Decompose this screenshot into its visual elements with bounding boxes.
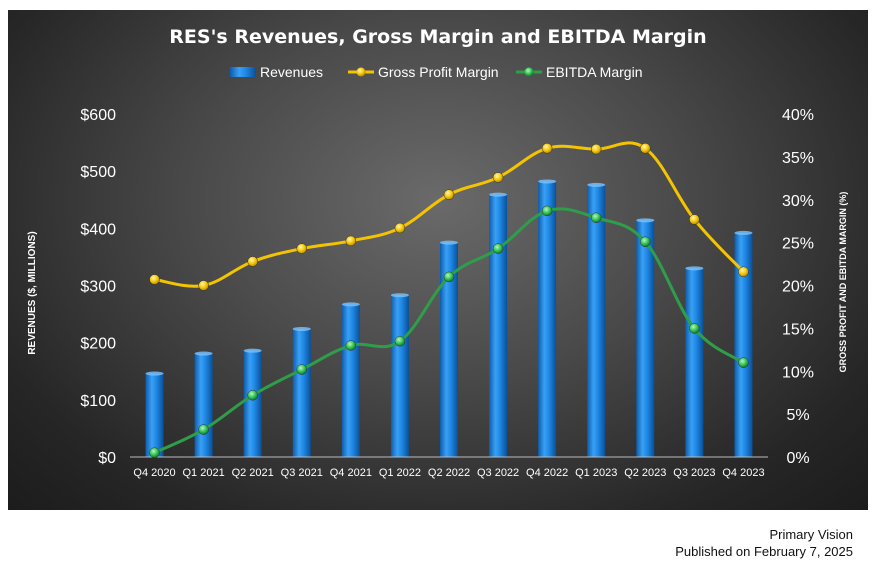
right-tick-label: 20%: [782, 279, 814, 296]
x-tick-label: Q4 2020: [133, 467, 175, 479]
revenue-bar: [341, 304, 360, 457]
x-tick-label: Q4 2022: [526, 467, 568, 479]
right-tick-label: 5%: [786, 407, 809, 424]
legend-revenues: Revenues: [230, 64, 323, 80]
gross-margin-point: [394, 222, 406, 234]
x-tick-label: Q3 2022: [477, 467, 519, 479]
left-axis-title: REVENUES ($, MILLIONS): [27, 231, 38, 354]
x-tick-label: Q4 2021: [330, 467, 372, 479]
x-tick-label: Q2 2021: [232, 467, 274, 479]
ebitda-margin-point: [689, 323, 700, 334]
legend-label: EBITDA Margin: [546, 64, 642, 80]
revenue-bar: [685, 268, 704, 457]
revenue-bar-cap: [194, 351, 213, 356]
legend-gross-margin: Gross Profit Margin: [348, 64, 499, 80]
ebitda-margin-point: [443, 271, 455, 283]
revenue-bar-cap: [243, 348, 262, 353]
gross-margin-point: [738, 266, 749, 278]
revenue-bar: [587, 184, 606, 458]
x-tick-label: Q1 2023: [575, 467, 617, 479]
ebitda-margin-point: [394, 335, 406, 347]
footer-published: Published on February 7, 2025: [675, 544, 853, 559]
revenue-bar-cap: [636, 218, 655, 223]
revenue-bar-cap: [734, 230, 753, 235]
legend-swatch-dot: [524, 67, 534, 77]
x-tick-label: Q2 2023: [624, 467, 666, 479]
ebitda-margin-point: [590, 212, 602, 224]
right-tick-label: 15%: [782, 321, 814, 338]
revenue-bar: [243, 350, 262, 457]
x-tick-label: Q3 2021: [281, 467, 323, 479]
x-tick-label: Q3 2023: [673, 467, 715, 479]
gross-margin-point: [345, 235, 357, 247]
gross-margin-point: [640, 143, 651, 154]
ebitda-margin-point: [149, 447, 160, 458]
gross-margin-point: [541, 143, 553, 154]
right-tick-label: 10%: [782, 364, 814, 381]
right-tick-label: 30%: [782, 193, 814, 210]
right-axis-title: GROSS PROFIT AND EBITDA MARGIN (%): [838, 192, 848, 373]
ebitda-margin-point: [492, 243, 504, 254]
footer-source: Primary Vision: [769, 527, 853, 542]
gross-margin-point: [590, 143, 602, 155]
revenue-bar-cap: [587, 182, 606, 187]
revenue-bar-cap: [145, 371, 164, 376]
left-tick-label: $500: [80, 164, 116, 181]
right-tick-label: 25%: [782, 236, 814, 253]
right-tick-label: 40%: [782, 107, 814, 124]
revenue-bar-cap: [292, 326, 311, 331]
gross-margin-point: [443, 189, 455, 200]
legend-ebitda-margin: EBITDA Margin: [516, 64, 642, 80]
revenue-bar: [440, 242, 458, 457]
ebitda-margin-point: [198, 424, 209, 435]
ebitda-margin-point: [296, 364, 308, 375]
x-tick-label: Q2 2022: [428, 467, 470, 479]
revenue-bar-cap: [440, 240, 458, 245]
left-tick-label: $600: [80, 107, 116, 124]
ebitda-margin-point: [541, 205, 553, 217]
revenue-bar-cap: [341, 302, 360, 307]
revenue-bar: [194, 353, 213, 457]
ebitda-margin-point: [640, 236, 651, 248]
revenue-bar: [734, 232, 753, 457]
revenue-bar: [292, 328, 311, 457]
ebitda-margin-point: [345, 340, 357, 351]
left-tick-label: $400: [80, 221, 116, 238]
left-tick-label: $0: [98, 450, 116, 467]
revenue-bar: [538, 181, 557, 457]
chart-title: RES's Revenues, Gross Margin and EBITDA …: [169, 26, 706, 48]
gross-margin-point: [247, 256, 258, 267]
legend-swatch: [230, 67, 256, 77]
x-tick-label: Q1 2021: [183, 467, 225, 479]
gross-margin-point: [689, 214, 700, 225]
revenue-bar: [145, 373, 164, 457]
revenue-bar-cap: [489, 192, 508, 197]
legend-label: Revenues: [260, 64, 323, 80]
revenue-bar: [489, 194, 508, 458]
revenue-bar: [390, 295, 409, 457]
x-tick-label: Q4 2023: [722, 467, 764, 479]
x-tick-label: Q1 2022: [379, 467, 421, 479]
right-tick-label: 0%: [786, 450, 809, 467]
gross-margin-point: [198, 280, 209, 291]
revenue-bar: [636, 220, 655, 457]
gross-margin-point: [149, 274, 160, 285]
revenue-bar-cap: [390, 293, 409, 298]
left-tick-label: $200: [80, 336, 116, 353]
revenue-bar-cap: [685, 266, 704, 271]
left-tick-label: $300: [80, 279, 116, 296]
right-tick-label: 35%: [782, 150, 814, 167]
legend-label: Gross Profit Margin: [378, 64, 499, 80]
gross-margin-point: [296, 243, 308, 254]
left-tick-label: $100: [80, 393, 116, 410]
gross-margin-point: [492, 172, 504, 183]
ebitda-margin-point: [738, 357, 749, 368]
revenue-bar-cap: [538, 179, 557, 184]
legend-swatch-dot: [356, 67, 366, 77]
chart-panel: RES's Revenues, Gross Margin and EBITDA …: [8, 10, 868, 510]
ebitda-margin-point: [247, 390, 258, 401]
chart-svg: RES's Revenues, Gross Margin and EBITDA …: [27, 26, 848, 479]
